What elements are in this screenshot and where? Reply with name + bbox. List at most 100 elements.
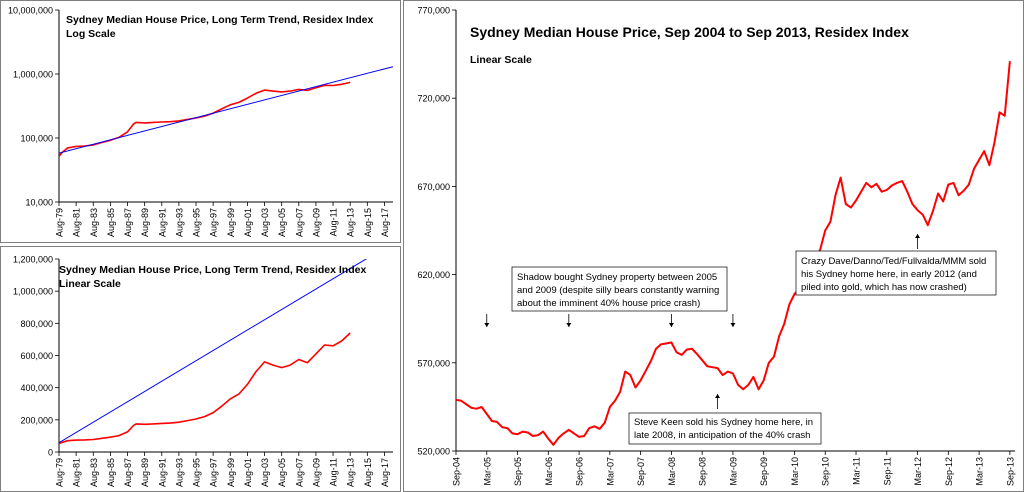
recent-trend-chart-panel: 520,000 570,000 620,000 670,000 720,000 770,0…: [403, 0, 1024, 492]
x-tick-label: Aug-01: [243, 458, 253, 487]
x-tick-label: Sep-06: [575, 457, 585, 486]
y-tick-label: 0: [48, 448, 53, 458]
annotation-dave: Crazy Dave/Danno/Ted/Fullvalda/MMM sold …: [795, 250, 997, 296]
y-tick-label: 1,000,000: [13, 70, 53, 80]
arrow-head: [668, 323, 674, 327]
x-tick-label: Aug-05: [277, 458, 287, 487]
chart-body: 10,000 100,000 1,000,000 10,000,000 Aug-79 Au…: [8, 6, 393, 237]
x-tick-label: Aug-95: [192, 208, 202, 237]
x-tick-label: Sep-09: [759, 457, 769, 486]
price-line: [456, 61, 1011, 446]
x-tick-label: Aug-13: [346, 208, 356, 237]
x-tick-label: Aug-97: [209, 208, 219, 237]
arrow-head: [484, 323, 490, 327]
x-tick-label: Aug-01: [243, 208, 253, 237]
linear-scale-chart: 0 200,000 400,000 600,000 800,000 1,000,000 1,…: [13, 255, 393, 487]
x-tick-label: Mar-08: [667, 457, 677, 486]
log-chart-title: Sydney Median House Price, Long Term Tre…: [66, 14, 373, 26]
annotation-shadow-box: [511, 266, 728, 312]
y-tick-label: 620,000: [417, 270, 450, 280]
x-tick-label: Aug-85: [106, 458, 116, 487]
arrow-head: [915, 234, 921, 238]
x-tick-label: Aug-17: [380, 458, 390, 487]
y-tick-label: 10,000: [25, 198, 53, 208]
y-tick-label: 1,000,000: [13, 287, 53, 297]
x-tick-label: Aug-91: [157, 208, 167, 237]
main-chart-subtitle: Linear Scale: [470, 54, 532, 66]
x-tick-label: Sep-12: [944, 457, 954, 486]
x-tick-label: Aug-17: [380, 208, 390, 237]
x-tick-label: Mar-12: [913, 457, 923, 486]
arrow-head: [566, 323, 572, 327]
y-tick-label: 200,000: [20, 415, 53, 425]
x-tick-label: Aug-99: [226, 208, 236, 237]
price-line: [59, 332, 351, 445]
annotation-shadow: Shadow bought Sydney property between 20…: [511, 266, 728, 312]
log-scale-chart-panel: 10,000 100,000 1,000,000 10,000,000 Aug-79 Au…: [0, 0, 401, 243]
x-tick-label: Mar-07: [605, 457, 615, 486]
annotation-dave-line: his Sydney home here, in early 2012 (and: [801, 269, 977, 280]
x-tick-label: Sep-10: [821, 457, 831, 486]
x-tick-label: Aug-87: [123, 458, 133, 487]
x-tick-label: Sep-07: [636, 457, 646, 486]
x-tick-label: Mar-06: [544, 457, 554, 486]
annotation-shadow-line: about the imminent 40% house price crash…: [517, 298, 700, 309]
y-tick-label: 670,000: [417, 182, 450, 192]
x-tick-label: Aug-79: [55, 208, 65, 237]
y-tick-label: 1,200,000: [13, 255, 53, 265]
chart-body: 520,000 570,000 620,000 670,000 720,000 770,0…: [417, 6, 1015, 487]
chart-body: 0 200,000 400,000 600,000 800,000 1,000,000 1,…: [13, 255, 393, 487]
x-tick-label: Aug-81: [72, 458, 82, 487]
x-tick-label: Aug-81: [72, 208, 82, 237]
x-tick-label: Aug-91: [157, 458, 167, 487]
x-tick-label: Aug-89: [140, 208, 150, 237]
x-tick-label: Aug-95: [192, 458, 202, 487]
arrow-head: [730, 323, 736, 327]
annotation-dave-box: [795, 250, 997, 296]
x-tick-label: Aug-03: [260, 458, 270, 487]
x-tick-label: Aug-05: [277, 208, 287, 237]
annotation-keen-line: late 2008, in anticipation of the 40% cr…: [634, 430, 810, 441]
x-tick-label: Sep-13: [1005, 457, 1015, 486]
x-tick-label: Aug-13: [346, 458, 356, 487]
trend-line: [59, 259, 368, 444]
x-tick-label: Sep-04: [452, 457, 462, 486]
x-tick-label: Aug-83: [89, 208, 99, 237]
x-tick-label: Aug-11: [329, 458, 339, 486]
x-tick-label: Aug-09: [311, 208, 321, 237]
x-tick-label: Aug-93: [174, 208, 184, 237]
x-tick-label: Aug-85: [106, 208, 116, 237]
x-tick-label: Aug-87: [123, 208, 133, 237]
x-tick-label: Aug-11: [329, 208, 339, 236]
y-tick-label: 400,000: [20, 383, 53, 393]
y-tick-label: 770,000: [417, 6, 450, 16]
x-tick-label: Mar-05: [482, 457, 492, 486]
x-tick-label: Sep-05: [513, 457, 523, 486]
y-tick-label: 570,000: [417, 358, 450, 368]
x-tick-label: Mar-10: [790, 457, 800, 486]
x-tick-label: Aug-99: [226, 458, 236, 487]
x-tick-label: Sep-11: [882, 457, 892, 485]
x-tick-label: Aug-97: [209, 458, 219, 487]
log-scale-chart: 10,000 100,000 1,000,000 10,000,000 Aug-79 Au…: [8, 6, 393, 237]
annotation-shadow-line: Shadow bought Sydney property between 20…: [517, 272, 717, 283]
x-tick-label: Aug-07: [294, 208, 304, 237]
y-tick-label: 100,000: [20, 134, 53, 144]
annotation-keen: Steve Keen sold his Sydney home here, in…: [628, 412, 822, 445]
y-tick-label: 800,000: [20, 319, 53, 329]
x-tick-label: Aug-89: [140, 458, 150, 487]
annotation-arrows: [484, 234, 921, 409]
annotation-dave-line: Crazy Dave/Danno/Ted/Fullvalda/MMM sold: [801, 256, 986, 267]
arrow-head: [715, 394, 721, 398]
x-tick-label: Aug-79: [55, 458, 65, 487]
linear-scale-chart-panel: 0 200,000 400,000 600,000 800,000 1,000,000 1,…: [0, 246, 401, 492]
y-tick-label: 600,000: [20, 351, 53, 361]
y-tick-label: 720,000: [417, 94, 450, 104]
recent-trend-chart: 520,000 570,000 620,000 670,000 720,000 770,0…: [417, 6, 1015, 487]
linear-chart-title: Sydney Median House Price, Long Term Tre…: [59, 264, 366, 276]
annotation-keen-box: [628, 412, 822, 445]
linear-chart-subtitle: Linear Scale: [59, 278, 121, 290]
plot-area: [59, 259, 393, 452]
plot-area: [456, 10, 1015, 451]
x-tick-label: Aug-03: [260, 208, 270, 237]
